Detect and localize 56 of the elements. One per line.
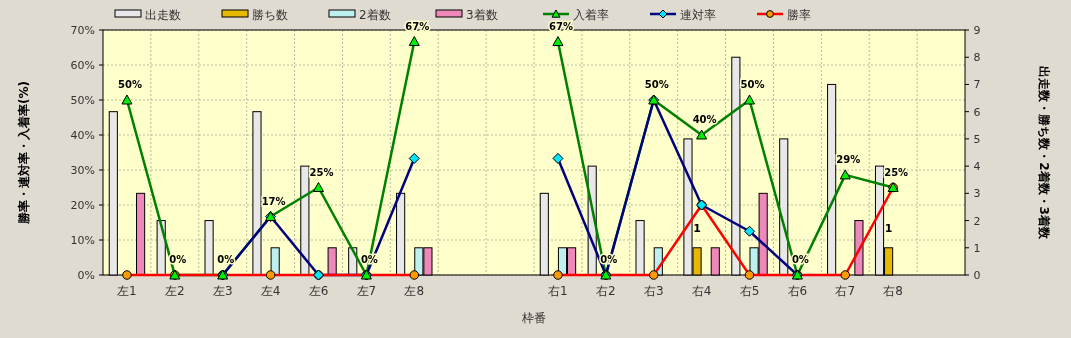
legend-label: 勝率 (787, 8, 811, 22)
y2-tick-label: 8 (973, 51, 981, 65)
data-label: 1 (884, 221, 893, 235)
x-tick-label: 左6 (308, 284, 329, 298)
legend-label: 出走数 (145, 8, 181, 22)
x-tick-label: 左3 (212, 284, 233, 298)
data-label: 29% (836, 153, 861, 165)
x-axis-title: 枠番 (521, 311, 546, 325)
y-tick-label: 0% (77, 269, 95, 282)
y2-tick-label: 5 (973, 132, 981, 146)
y-tick-label: 40% (70, 129, 95, 142)
x-tick-label: 左4 (260, 284, 281, 298)
y2-tick-label: 0 (973, 269, 981, 282)
data-label: 40% (692, 114, 717, 125)
y2-axis-title: 出走数・勝ち数・2着数・3着数 (1037, 66, 1051, 240)
x-tick-label: 左7 (356, 284, 377, 298)
x-tick-label: 右1 (548, 284, 568, 298)
y2-tick-label: 2 (973, 214, 981, 228)
data-label: 67% (548, 20, 573, 32)
legend-label: 2着数 (359, 8, 391, 22)
y-tick-label: 50% (70, 94, 95, 107)
legend-label: 3着数 (466, 8, 498, 22)
data-label: 1 (693, 221, 701, 235)
y2-tick-label: 3 (973, 187, 981, 201)
y-tick-label: 70% (70, 24, 95, 37)
y-tick-label: 20% (70, 199, 95, 212)
x-tick-label: 左2 (165, 284, 185, 298)
x-tick-label: 右5 (739, 284, 760, 298)
y-tick-label: 10% (70, 234, 95, 247)
y-tick-label: 30% (70, 164, 95, 177)
x-tick-label: 左8 (404, 284, 425, 298)
data-label: 25% (884, 166, 909, 178)
x-tick-label: 右8 (883, 284, 903, 298)
legend-label: 連対率 (680, 8, 716, 22)
data-label: 17% (261, 195, 286, 207)
y2-tick-label: 4 (973, 160, 981, 174)
data-label: 50% (644, 79, 669, 90)
y-tick-label: 60% (70, 59, 95, 72)
data-label: 25% (309, 166, 334, 178)
data-label: 67% (405, 20, 430, 32)
x-tick-label: 左1 (117, 284, 137, 298)
data-label: 0% (217, 254, 235, 265)
data-label: 50% (740, 79, 765, 90)
x-tick-label: 右2 (596, 284, 616, 298)
legend-label: 入着率 (573, 8, 609, 22)
data-label: 50% (117, 79, 142, 90)
y2-tick-label: 9 (973, 24, 981, 37)
legend-label: 勝ち数 (252, 8, 288, 22)
y2-tick-label: 1 (973, 241, 981, 255)
y2-tick-label: 7 (973, 78, 981, 92)
x-tick-label: 右7 (835, 284, 856, 298)
y-axis-title: 勝率・連対率・入着率(%) (17, 81, 31, 225)
x-tick-label: 右3 (643, 284, 664, 298)
x-tick-label: 右4 (691, 284, 712, 298)
x-tick-label: 右6 (787, 284, 808, 298)
y2-tick-label: 6 (973, 105, 981, 119)
